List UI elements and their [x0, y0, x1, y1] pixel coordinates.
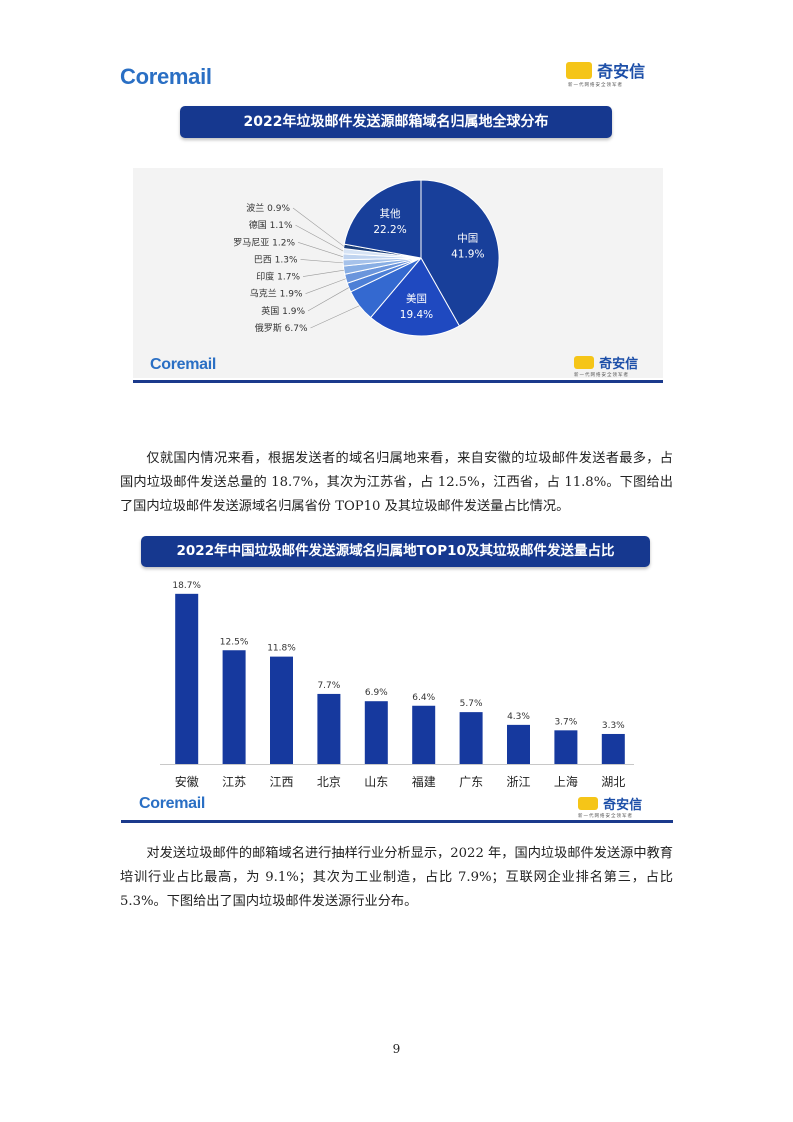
pie-leader-line: [292, 207, 345, 247]
pie-leader-label: 巴西 1.3%: [254, 254, 298, 265]
pie-slice-11: [343, 179, 422, 259]
bar-value-label: 6.9%: [365, 688, 388, 698]
pie-leader-label: 德国 1.1%: [249, 219, 293, 231]
chart1-bottom-rule: [133, 380, 663, 383]
bar-value-label: 4.3%: [507, 712, 530, 722]
bar-category-label: 福建: [412, 774, 436, 789]
bar-value-label: 18.7%: [172, 581, 201, 591]
pie-leader-line: [297, 242, 344, 258]
qax-logo: 奇安信 新一代网络安全领军者: [566, 58, 666, 88]
pie-leader-label: 乌克兰 1.9%: [250, 288, 303, 300]
chart2-bottom-rule: [121, 820, 673, 823]
chart2-title: 2022年中国垃圾邮件发送源域名归属地TOP10及其垃圾邮件发送量占比: [141, 536, 650, 567]
bar-category-label: 江西: [269, 775, 293, 789]
pie-chart: 中国 41.9% 美国 19.4% 其他 22.2% 波兰 0.9% 德国 1.1% 罗马尼亚 …: [233, 179, 500, 337]
qax-mascot-icon: [566, 61, 592, 79]
bar-2: [222, 650, 246, 764]
bar-value-label: 5.7%: [460, 699, 483, 709]
bar-category-label: 上海: [554, 774, 578, 789]
pie-slice-2: [369, 257, 461, 337]
bar-value-label: 12.5%: [220, 637, 249, 647]
bar-value-label: 6.4%: [412, 693, 435, 703]
bar-4: [317, 693, 341, 764]
chart2-qax-logo: 奇安信 新一代网络安全领军者: [578, 793, 668, 819]
pie-leader-line: [300, 259, 344, 264]
qax-slogan: 新一代网络安全领军者: [568, 83, 623, 88]
bar-chart: 18.7% 安徽 12.5% 江苏 11.8% 江西 7.7% 北京 6.9% 山东 6.4% 福建 5…: [160, 581, 634, 789]
bar-8: [507, 724, 530, 764]
bar-9: [554, 730, 578, 764]
bar-category-label: 广东: [459, 775, 483, 789]
chart1-qax-logo-text: 奇安信: [599, 357, 639, 372]
pie-leader-line: [310, 305, 360, 329]
chart2-qax-logo-text: 奇安信: [603, 798, 643, 813]
chart2-qax-slogan: 新一代网络安全领军者: [578, 814, 633, 819]
qax-logo-text: 奇安信: [597, 62, 646, 81]
bar-category-label: 北京: [317, 775, 341, 789]
bar-category-label: 山东: [364, 775, 388, 789]
page-number: 9: [392, 1042, 401, 1056]
chart1-qax-slogan: 新一代网络安全领军者: [574, 373, 629, 378]
chart1-qax-mascot-icon: [574, 356, 594, 369]
bar-5: [364, 701, 388, 764]
bar-3: [270, 656, 293, 764]
paragraph-1: 仅就国内情况来看，根据发送者的域名归属地来看，来自安徽的垃圾邮件发送者最多，占国…: [120, 447, 673, 519]
pie-slice-label: 其他: [379, 207, 400, 220]
bar-10: [601, 733, 625, 764]
bar-category-label: 浙江: [506, 775, 530, 789]
pie-leader-label: 英国 1.9%: [261, 305, 305, 317]
chart1-qax-logo: 奇安信 新一代网络安全领军者: [574, 352, 664, 378]
bar-value-label: 3.7%: [554, 717, 577, 727]
bar-value-label: 11.8%: [267, 644, 296, 654]
pie-slice-value: 19.4%: [400, 309, 433, 321]
bar-7: [459, 712, 483, 764]
bar-value-label: 3.3%: [602, 721, 625, 731]
pie-slice-1: [420, 179, 500, 327]
bar-category-label: 安徽: [175, 774, 199, 789]
pie-leader-line: [302, 269, 345, 277]
pie-slice-label: 美国: [406, 292, 427, 305]
pie-leader-line: [307, 287, 349, 312]
pie-slice-value: 41.9%: [451, 249, 484, 261]
paragraph-2-text: 对发送垃圾邮件的邮箱域名进行抽样行业分析显示，2022 年，国内垃圾邮件发送源中…: [120, 846, 673, 909]
chart2-coremail-logo: Coremail: [139, 795, 206, 812]
pie-leader-label: 罗马尼亚 1.2%: [233, 237, 295, 248]
bar-value-label: 7.7%: [317, 681, 340, 691]
pie-leader-label: 印度 1.7%: [256, 271, 300, 283]
bar-6: [412, 705, 436, 764]
chart1-title: 2022年垃圾邮件发送源邮箱域名归属地全球分布: [180, 106, 612, 138]
pie-leader-label: 俄罗斯 6.7%: [255, 322, 308, 334]
pie-leader-label: 波兰 0.9%: [246, 202, 290, 214]
chart1-coremail-logo: Coremail: [150, 356, 217, 373]
pie-slice-label: 中国: [457, 232, 478, 245]
pie-slice-value: 22.2%: [373, 224, 406, 236]
paragraph-2: 对发送垃圾邮件的邮箱域名进行抽样行业分析显示，2022 年，国内垃圾邮件发送源中…: [120, 842, 673, 914]
paragraph-1-text: 仅就国内情况来看，根据发送者的域名归属地来看，来自安徽的垃圾邮件发送者最多，占国…: [120, 451, 673, 514]
bar-category-label: 湖北: [601, 774, 625, 789]
pie-leader-line: [295, 224, 344, 252]
chart2-qax-mascot-icon: [578, 797, 598, 810]
bar-1: [175, 593, 199, 764]
coremail-logo: Coremail: [120, 64, 212, 89]
pie-leader-line: [305, 278, 346, 294]
bar-category-label: 江苏: [222, 775, 246, 789]
